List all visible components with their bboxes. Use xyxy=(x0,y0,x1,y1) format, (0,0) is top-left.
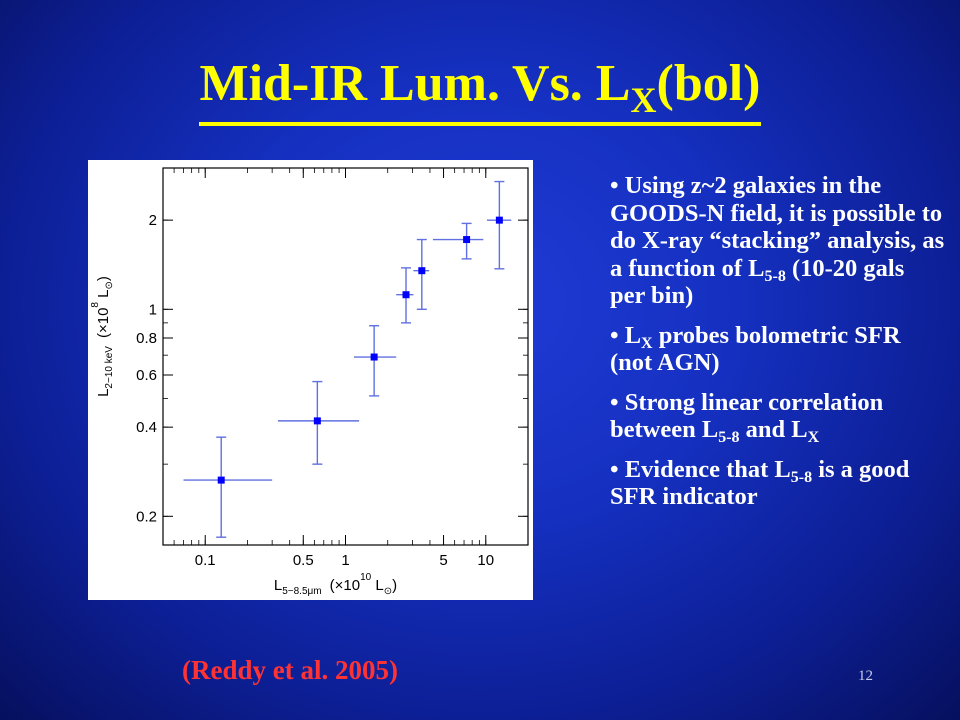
x-tick-label: 10 xyxy=(477,552,494,569)
y-tick-label: 0.6 xyxy=(136,367,157,384)
data-point xyxy=(463,236,471,244)
data-point xyxy=(370,353,378,361)
data-point xyxy=(402,291,410,299)
bullet-item: • Using z~2 galaxies in the GOODS-N fiel… xyxy=(610,172,945,310)
y-axis-label-part: 8 xyxy=(90,302,101,308)
y-tick-label: 0.8 xyxy=(136,330,157,347)
x-axis-label-part: 10 xyxy=(360,572,372,583)
y-axis-label-part: L xyxy=(95,389,112,397)
bullet-text: • Using z~2 galaxies in the GOODS-N fiel… xyxy=(610,172,945,282)
y-axis-label-part: 2−10 keV xyxy=(104,346,115,389)
bullet-subscript: 5-8 xyxy=(764,267,786,285)
bullet-subscript: X xyxy=(641,334,653,352)
x-tick-label: 0.1 xyxy=(195,552,216,569)
bullet-text: (10-20 gals per bin) xyxy=(610,254,905,310)
plot-frame xyxy=(162,167,529,546)
bullet-item: • LX probes bolometric SFR (not AGN) xyxy=(610,322,945,377)
bullet-text: • Strong linear correlation between L xyxy=(610,388,884,444)
title-subscript: X xyxy=(630,80,657,120)
slide-title: Mid-IR Lum. Vs. LX(bol) xyxy=(0,58,960,126)
x-tick-label: 5 xyxy=(439,552,447,569)
x-axis-label-part: ) xyxy=(392,577,397,594)
x-axis-label-part: L xyxy=(371,577,384,594)
bullet-subscript: 5-8 xyxy=(790,468,813,486)
x-axis-label-part: L xyxy=(274,577,282,594)
bullet-list: • Using z~2 galaxies in the GOODS-N fiel… xyxy=(610,172,945,523)
title-tail: (bol) xyxy=(656,55,761,112)
x-tick-label: 1 xyxy=(341,552,349,569)
data-point xyxy=(313,417,321,425)
data-point xyxy=(418,267,426,275)
bullet-text: • L xyxy=(610,321,642,349)
y-axis-label: L2−10 keV(×108 L⊙) xyxy=(90,276,115,397)
bullet-text: probes bolometric SFR (not AGN) xyxy=(610,321,901,377)
x-tick-label: 0.5 xyxy=(293,552,314,569)
bullet-item: • Strong linear correlation between L5-8… xyxy=(610,388,945,446)
bullet-item: • Evidence that L5-8 is a good SFR indic… xyxy=(610,456,945,511)
y-axis-label-part: ⊙ xyxy=(104,281,115,289)
x-axis-label-part: ⊙ xyxy=(384,586,392,597)
bullet-text: and L xyxy=(739,416,808,443)
x-axis-label-part: 5−8.5μm xyxy=(282,586,321,597)
bullet-text: is a good SFR indicator xyxy=(610,455,910,511)
y-axis-label-part: L xyxy=(95,289,112,302)
y-tick-label: 1 xyxy=(149,301,157,318)
bullet-text: • Evidence that L xyxy=(610,455,791,483)
bullet-subscript: 5-8 xyxy=(718,429,740,446)
bullet-subscript: X xyxy=(807,429,820,446)
title-underline: Mid-IR Lum. Vs. LX(bol) xyxy=(199,55,761,126)
title-main: Mid-IR Lum. Vs. L xyxy=(199,55,631,112)
y-tick-label: 0.4 xyxy=(136,419,157,436)
x-axis-label-part: (×10 xyxy=(330,577,360,594)
page-number: 12 xyxy=(858,668,873,684)
y-tick-label: 2 xyxy=(149,212,157,229)
y-axis-label-part: (×10 xyxy=(95,308,112,338)
data-point xyxy=(495,216,503,224)
y-axis-label-part: ) xyxy=(95,276,112,281)
chart-panel: 0.1 0.5 1 5 10 0.2 0.4 0.6 0.8 1 2 L5−8.5μm (×1010 L… xyxy=(88,160,533,600)
data-point xyxy=(217,476,225,484)
x-axis-label: L5−8.5μm (×1010 L⊙) xyxy=(274,572,397,597)
y-tick-label: 0.2 xyxy=(136,508,157,525)
citation-caption: (Reddy et al. 2005) xyxy=(182,655,398,685)
